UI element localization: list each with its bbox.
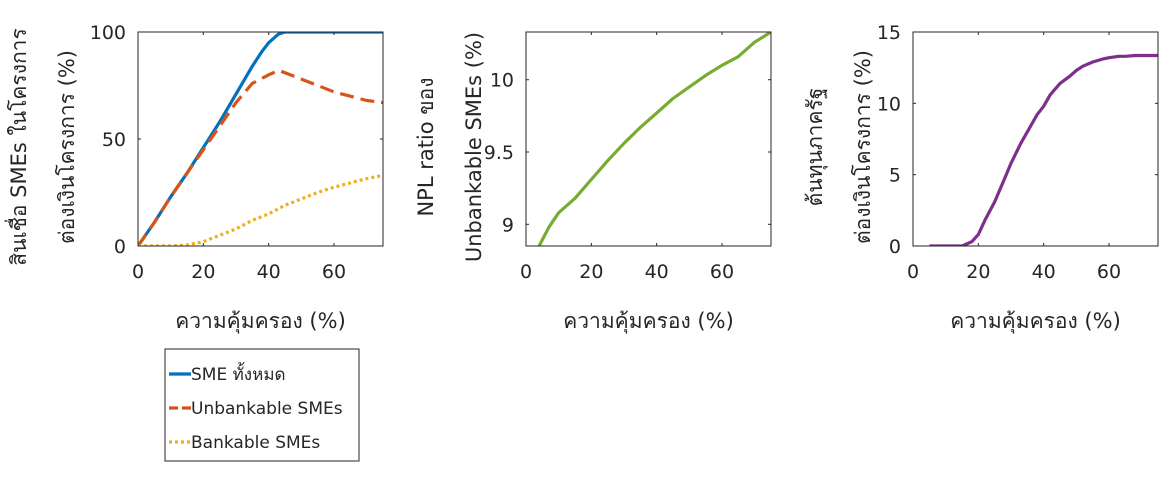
y-tick-label: 10: [877, 93, 901, 115]
legend-label-3: Bankable SMEs: [191, 433, 320, 453]
x-axis-label: ความคุ้มครอง (%): [563, 309, 734, 334]
x-tick-label: 0: [907, 261, 919, 283]
series-line-2-1: [537, 32, 771, 246]
x-axis-label: ความคุ้มครอง (%): [175, 309, 346, 334]
y-tick-label: 15: [877, 22, 901, 44]
x-axis-label: ความคุ้มครอง (%): [950, 309, 1121, 334]
legend: SME ทั้งหมด Unbankable SMEs Bankable SMEs: [164, 348, 360, 462]
y-axis-label-line-2: ต่องเงินโครงการ (%): [55, 50, 79, 244]
x-tick-label: 60: [1097, 261, 1121, 283]
x-tick-label: 0: [132, 261, 144, 283]
x-tick-label: 20: [191, 261, 215, 283]
y-tick-label: 50: [102, 129, 126, 151]
chart-panel-2: 0 20 40 60 9 9.5 10 ความคุ้มครอง (%) NPL ratio ข…: [414, 31, 772, 334]
legend-box: [164, 348, 360, 462]
x-tick-label: 60: [322, 261, 346, 283]
y-tick-label: 9: [502, 214, 514, 236]
chart-panel-1: 0 20 40 60 0 50 100 ความคุ้มครอง (%) สินเชื่อ SM…: [4, 22, 384, 462]
y-tick-label: 0: [114, 236, 126, 258]
x-tick-label: 40: [257, 261, 281, 283]
y-tick-label: 0: [889, 236, 901, 258]
series-line-1-3: [138, 173, 383, 246]
y-tick-label: 5: [889, 165, 901, 187]
series-line-1-1: [138, 32, 383, 246]
axes-box: [525, 31, 772, 247]
axes-box: [137, 31, 384, 247]
axes-box: [912, 31, 1159, 247]
y-axis-label-line-2: Unbankable SMEs (%): [462, 32, 486, 262]
y-tick-label: 100: [90, 22, 126, 44]
x-tick-label: 60: [710, 261, 734, 283]
x-tick-label: 20: [966, 261, 990, 283]
x-tick-label: 0: [520, 261, 532, 283]
x-tick-label: 40: [1032, 261, 1056, 283]
x-tick-label: 40: [645, 261, 669, 283]
x-tick-label: 20: [579, 261, 603, 283]
chart-panel-3: 0 20 40 60 0 5 10 15 ความคุ้มครอง (%) ต้นทุนภาครั…: [803, 22, 1159, 334]
y-axis-label-line-1: NPL ratio ของ: [414, 77, 438, 216]
y-axis-label-line-1: ต้นทุนภาครัฐ: [803, 88, 828, 207]
y-axis-label-line-2: ต่องเงินโครงการ (%): [851, 50, 875, 244]
y-axis-label-line-1: สินเชื่อ SMEs ในโครงการ: [4, 28, 31, 265]
series-line-1-2: [138, 68, 383, 246]
y-tick-label: 9.5: [484, 142, 514, 164]
series-line-3-1: [929, 53, 1158, 246]
legend-label-1: SME ทั้งหมด: [191, 362, 286, 385]
y-tick-label: 10: [490, 70, 514, 92]
legend-label-2: Unbankable SMEs: [191, 399, 343, 419]
